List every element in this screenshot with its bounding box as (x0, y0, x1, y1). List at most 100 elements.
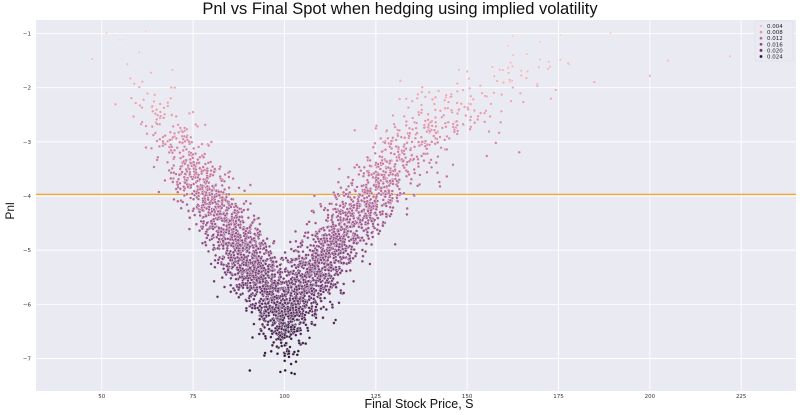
scatter-point (140, 80, 144, 84)
scatter-point (273, 286, 277, 290)
scatter-point (286, 314, 290, 319)
scatter-point (385, 128, 389, 133)
scatter-point (252, 250, 257, 254)
scatter-point (231, 250, 236, 254)
x-axis-label: Final Stock Price, S (364, 397, 474, 411)
scatter-point (403, 155, 408, 160)
scatter-point (592, 80, 596, 84)
scatter-point (416, 164, 421, 169)
scatter-point (178, 156, 183, 160)
scatter-point (314, 283, 319, 288)
scatter-point (264, 262, 268, 266)
scatter-point (420, 108, 424, 112)
data-points (90, 29, 732, 376)
scatter-point (205, 179, 209, 184)
scatter-point (200, 169, 204, 174)
scatter-point (242, 277, 246, 281)
scatter-point (501, 68, 505, 72)
scatter-point (420, 140, 424, 144)
scatter-point (250, 221, 255, 225)
scatter-point (371, 235, 375, 239)
scatter-point (234, 291, 239, 295)
scatter-point (445, 147, 449, 152)
y-tick-label: −7 (23, 357, 32, 363)
scatter-point (280, 313, 285, 318)
scatter-point (266, 307, 270, 312)
scatter-point (227, 192, 231, 196)
scatter-point (177, 130, 181, 134)
scatter-point (158, 110, 163, 114)
scatter-point (205, 169, 210, 173)
scatter-point (429, 165, 434, 169)
scatter-point (383, 148, 388, 152)
scatter-point (375, 228, 379, 232)
scatter-point (379, 186, 383, 190)
scatter-point (405, 212, 409, 217)
scatter-point (388, 179, 392, 183)
scatter-point (306, 230, 310, 235)
scatter-point (137, 85, 141, 89)
scatter-point (343, 210, 348, 215)
scatter-point (234, 219, 238, 223)
scatter-point (302, 294, 307, 298)
scatter-point (327, 291, 332, 296)
scatter-point (188, 172, 192, 176)
scatter-point (258, 222, 262, 226)
scatter-point (509, 99, 513, 103)
scatter-point (423, 139, 428, 143)
scatter-point (203, 123, 207, 127)
scatter-point (361, 254, 365, 258)
scatter-point (231, 176, 235, 181)
scatter-point (252, 322, 256, 326)
scatter-point (166, 101, 170, 105)
scatter-point (281, 318, 285, 322)
scatter-point (270, 329, 274, 333)
scatter-point (321, 316, 325, 320)
scatter-point (192, 146, 196, 151)
scatter-point (259, 329, 263, 333)
scatter-point (190, 177, 195, 181)
scatter-point (394, 144, 398, 149)
scatter-point (184, 147, 189, 151)
scatter-point (290, 258, 294, 262)
scatter-point (351, 205, 356, 210)
scatter-point (229, 283, 233, 287)
scatter-point (233, 263, 237, 267)
scatter-point (304, 323, 308, 327)
scatter-point (499, 109, 504, 113)
scatter-point (161, 139, 165, 144)
scatter-point (260, 289, 264, 293)
scatter-point (447, 136, 451, 141)
scatter-point (178, 126, 183, 130)
scatter-point (384, 215, 389, 219)
scatter-point (282, 289, 286, 293)
scatter-point (197, 161, 201, 165)
scatter-point (313, 323, 317, 327)
scatter-point (250, 335, 255, 340)
scatter-point (206, 197, 210, 202)
scatter-point (381, 220, 385, 224)
scatter-point (371, 145, 375, 149)
scatter-point (273, 295, 277, 299)
scatter-point (308, 309, 312, 313)
scatter-point (330, 303, 334, 307)
scatter-point (345, 224, 349, 229)
scatter-point (384, 212, 388, 216)
scatter-point (438, 109, 443, 113)
scatter-point (280, 256, 284, 260)
scatter-point (248, 201, 253, 206)
scatter-point (443, 121, 447, 125)
scatter-point (293, 372, 297, 376)
scatter-point (348, 256, 352, 261)
scatter-point (326, 215, 330, 220)
scatter-point (289, 362, 293, 366)
scatter-point (497, 131, 501, 135)
scatter-point (319, 204, 323, 208)
scatter-point (236, 223, 241, 227)
scatter-point (213, 258, 217, 262)
scatter-point (134, 101, 138, 105)
scatter-point (340, 200, 345, 204)
scatter-point (152, 99, 156, 104)
scatter-point (399, 135, 403, 139)
scatter-point (220, 275, 224, 280)
